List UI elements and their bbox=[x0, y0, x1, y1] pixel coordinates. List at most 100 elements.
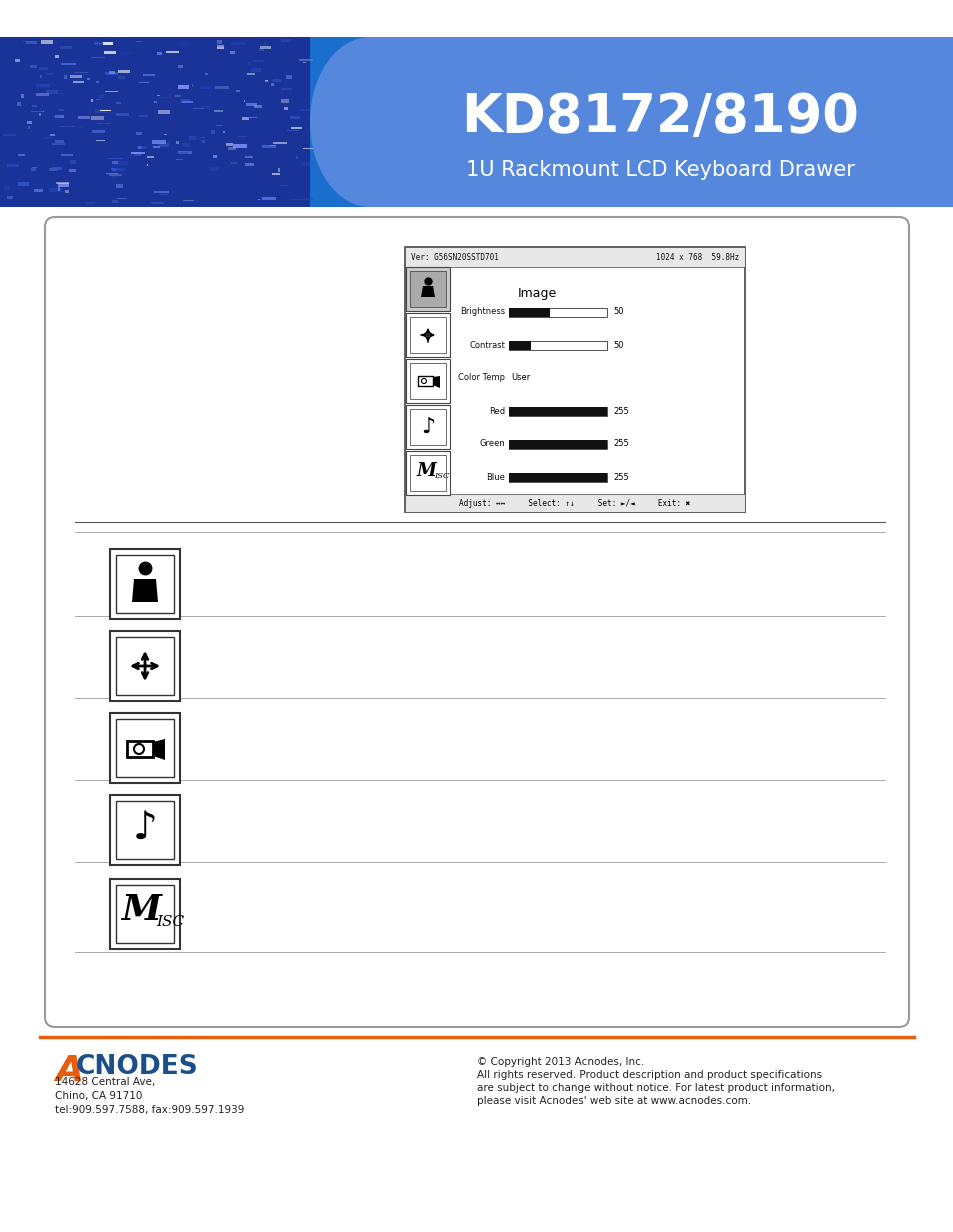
Bar bbox=[245, 155, 253, 158]
Bar bbox=[27, 121, 31, 123]
Bar bbox=[175, 142, 178, 144]
Text: Image: Image bbox=[517, 287, 556, 301]
Bar bbox=[286, 75, 292, 79]
Text: please visit Acnodes' web site at www.acnodes.com.: please visit Acnodes' web site at www.ac… bbox=[476, 1096, 750, 1106]
Bar bbox=[174, 152, 188, 154]
Bar bbox=[270, 145, 275, 147]
Bar bbox=[52, 143, 65, 145]
Bar bbox=[113, 161, 128, 165]
Bar bbox=[417, 376, 433, 386]
Bar bbox=[86, 202, 95, 205]
Text: tel:909.597.7588, fax:909.597.1939: tel:909.597.7588, fax:909.597.1939 bbox=[55, 1105, 244, 1115]
Text: 50: 50 bbox=[613, 308, 623, 317]
Bar bbox=[299, 59, 313, 62]
Bar bbox=[231, 163, 236, 164]
Bar bbox=[26, 41, 36, 43]
Bar bbox=[179, 100, 190, 102]
Bar bbox=[509, 440, 606, 448]
Bar bbox=[55, 115, 64, 118]
Bar bbox=[135, 132, 142, 136]
Bar bbox=[157, 95, 160, 96]
Bar bbox=[509, 440, 606, 448]
Bar bbox=[112, 176, 116, 179]
Bar bbox=[52, 116, 59, 117]
Bar bbox=[116, 637, 173, 695]
Bar bbox=[110, 795, 180, 865]
Text: Brightness: Brightness bbox=[459, 308, 504, 317]
Bar bbox=[158, 143, 169, 147]
Bar bbox=[137, 145, 141, 149]
Text: Contrast: Contrast bbox=[469, 340, 504, 350]
Polygon shape bbox=[132, 579, 158, 602]
Bar bbox=[136, 145, 147, 149]
Bar bbox=[50, 134, 54, 136]
Bar bbox=[7, 196, 12, 200]
Bar bbox=[32, 105, 36, 107]
Bar bbox=[152, 140, 166, 144]
Bar bbox=[96, 80, 99, 84]
Bar bbox=[192, 84, 193, 86]
Bar bbox=[164, 134, 167, 136]
Bar bbox=[182, 101, 193, 103]
Bar bbox=[252, 68, 261, 71]
Bar bbox=[509, 473, 606, 482]
Bar bbox=[110, 549, 180, 618]
Bar bbox=[21, 94, 24, 97]
Bar bbox=[179, 43, 189, 46]
Bar bbox=[273, 80, 281, 83]
Text: Chino, CA 91710: Chino, CA 91710 bbox=[55, 1092, 142, 1101]
Bar bbox=[116, 801, 173, 859]
Bar bbox=[112, 161, 118, 164]
Bar bbox=[253, 59, 263, 62]
Bar bbox=[405, 246, 744, 267]
Bar bbox=[136, 41, 142, 42]
Bar bbox=[30, 65, 37, 68]
Bar bbox=[115, 102, 121, 103]
Bar bbox=[370, 37, 953, 207]
Bar bbox=[40, 75, 42, 78]
Text: M: M bbox=[416, 462, 436, 480]
Bar bbox=[105, 90, 118, 92]
Text: ♪: ♪ bbox=[132, 809, 157, 848]
Bar bbox=[39, 113, 41, 116]
Bar bbox=[302, 62, 306, 63]
Bar bbox=[75, 127, 83, 128]
Bar bbox=[261, 197, 275, 200]
Bar bbox=[78, 116, 90, 120]
Bar bbox=[238, 136, 247, 138]
Bar bbox=[178, 85, 189, 89]
Text: User: User bbox=[511, 373, 530, 382]
Bar bbox=[95, 110, 107, 112]
Bar bbox=[69, 169, 76, 172]
Bar bbox=[95, 99, 101, 100]
Bar bbox=[152, 145, 160, 148]
Text: KD8172/8190: KD8172/8190 bbox=[460, 91, 858, 143]
Bar bbox=[49, 188, 62, 191]
Bar bbox=[248, 62, 251, 65]
Bar bbox=[172, 75, 173, 76]
Bar bbox=[182, 143, 190, 147]
FancyBboxPatch shape bbox=[45, 217, 908, 1027]
Bar bbox=[115, 113, 129, 116]
Bar bbox=[166, 51, 179, 53]
Bar bbox=[0, 0, 953, 37]
Bar bbox=[178, 152, 192, 154]
Bar bbox=[94, 42, 107, 46]
Bar bbox=[112, 169, 118, 170]
Bar bbox=[405, 246, 744, 513]
Bar bbox=[226, 143, 233, 147]
Bar bbox=[245, 163, 254, 166]
Bar bbox=[0, 37, 310, 207]
Bar bbox=[18, 154, 25, 156]
Bar bbox=[87, 78, 90, 80]
Text: are subject to change without notice. For latest product information,: are subject to change without notice. Fo… bbox=[476, 1083, 834, 1093]
Bar bbox=[247, 73, 254, 75]
Bar bbox=[44, 137, 51, 139]
Bar bbox=[254, 105, 262, 108]
Bar bbox=[59, 108, 64, 111]
Bar bbox=[281, 99, 289, 102]
Bar bbox=[406, 405, 450, 448]
Bar bbox=[60, 46, 72, 49]
Bar bbox=[143, 74, 155, 76]
Bar bbox=[272, 174, 279, 175]
